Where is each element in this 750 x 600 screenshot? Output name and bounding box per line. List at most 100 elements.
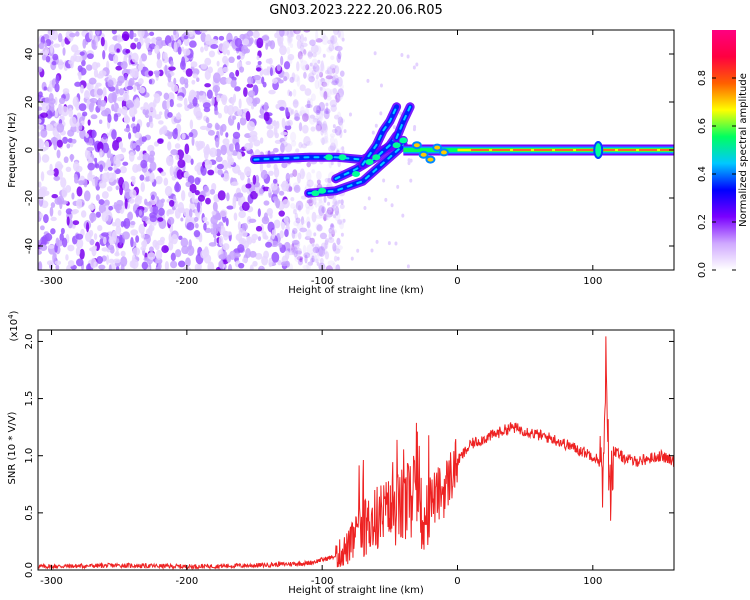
- spectrogram-noise-cell: [331, 80, 339, 86]
- spectrogram-noise-cell: [170, 60, 174, 67]
- spectrogram-noise-cell: [106, 158, 111, 168]
- spectrogram-noise-cell: [155, 36, 162, 41]
- spectrogram-noise-cell: [247, 76, 254, 85]
- spectrogram-noise-cell: [259, 161, 264, 173]
- spectrogram-noise-cell: [123, 128, 131, 133]
- spectrogram-noise-cell: [262, 186, 270, 192]
- spectrogram-noise-cell: [98, 264, 106, 270]
- spectrogram-noise-cell: [229, 143, 234, 152]
- spectrogram-noise-cell: [50, 228, 56, 235]
- spectrogram-noise-cell: [218, 235, 224, 247]
- spectrogram-noise-cell: [205, 197, 211, 205]
- spectrogram-noise-cell: [290, 203, 296, 209]
- spectrogram-noise-cell: [38, 131, 42, 137]
- spectrogram-noise-cell: [123, 217, 131, 229]
- spectrogram-noise-cell: [279, 230, 284, 239]
- spectrogram-noise-cell: [312, 64, 320, 72]
- spectrogram-noise-cell: [271, 78, 278, 84]
- spectrogram-noise-cell: [412, 127, 416, 132]
- spectrogram-noise-cell: [71, 192, 75, 200]
- spectrogram-noise-cell: [248, 137, 256, 143]
- spectrogram-y-tick-label: 20: [24, 96, 35, 109]
- spectrogram-noise-cell: [343, 129, 347, 134]
- spectrogram-noise-cell: [38, 118, 42, 124]
- spectrogram-noise-cell: [304, 107, 310, 119]
- spectrogram-noise-cell: [329, 144, 337, 150]
- spectrogram-noise-cell: [306, 100, 311, 109]
- spectrogram-noise-cell: [321, 206, 326, 214]
- spectrogram-noise-cell: [291, 240, 300, 245]
- spectrogram-noise-cell: [270, 182, 278, 191]
- spectrogram-noise-cell: [222, 66, 229, 73]
- spectrogram-noise-cell: [149, 246, 154, 253]
- spectrogram-noise-cell: [327, 201, 331, 206]
- spectrogram-noise-cell: [284, 120, 291, 126]
- spectrogram-noise-cell: [292, 99, 299, 105]
- spectrogram-noise-cell: [324, 88, 332, 98]
- spectrogram-noise-cell: [178, 260, 186, 268]
- spectrogram-noise-cell: [69, 32, 76, 38]
- spectrogram-noise-cell: [198, 93, 203, 103]
- spectrogram-noise-cell: [309, 67, 313, 73]
- spectrogram-noise-cell: [301, 170, 306, 177]
- spectrogram-noise-cell: [72, 96, 79, 108]
- spectrogram-noise-cell: [311, 169, 315, 174]
- spectrogram-noise-cell: [314, 201, 318, 208]
- spectrogram-noise-cell: [247, 177, 251, 186]
- spectrogram-noise-cell: [245, 110, 251, 122]
- spectrogram-noise-cell: [192, 73, 198, 79]
- spectrogram-noise-cell: [332, 198, 338, 207]
- spectrogram-y-tick-label: -40: [24, 238, 35, 254]
- spectrogram-noise-cell: [332, 75, 336, 83]
- spectrogram-noise-cell: [262, 231, 267, 240]
- spectrogram-noise-cell: [72, 220, 80, 226]
- spectrogram-noise-cell: [306, 262, 311, 270]
- spectrogram-noise-cell: [289, 43, 294, 48]
- spectrogram-noise-cell: [226, 104, 235, 116]
- spectrogram-noise-cell: [130, 259, 139, 270]
- spectrogram-noise-cell: [296, 256, 304, 261]
- spectrogram-noise-cell: [306, 97, 311, 104]
- spectrogram-noise-cell: [308, 114, 316, 125]
- spectrogram-noise-cell: [324, 177, 331, 183]
- spectrogram-noise-cell: [329, 228, 337, 234]
- spectrogram-noise-cell: [75, 238, 84, 249]
- spectrogram-noise-cell: [294, 112, 300, 122]
- spectrogram-noise-cell: [187, 175, 195, 185]
- spectrogram-noise-cell: [304, 88, 312, 96]
- spectrogram-peak-cell: [318, 187, 327, 194]
- spectrogram-noise-cell: [310, 44, 319, 54]
- spectrogram-noise-cell: [334, 248, 341, 254]
- spectrogram-noise-cell: [163, 92, 170, 100]
- spectrogram-noise-cell: [204, 34, 212, 46]
- spectrogram-noise-cell: [186, 222, 195, 231]
- spectrogram-noise-cell: [307, 50, 313, 59]
- spectrogram-noise-cell: [308, 204, 314, 210]
- spectrogram-noise-cell: [299, 84, 306, 92]
- spectrogram-noise-cell: [82, 38, 87, 49]
- spectrogram-noise-cell: [136, 41, 142, 50]
- colorbar-tick-label: 0.6: [697, 118, 708, 134]
- spectrogram-noise-cell: [128, 151, 135, 162]
- spectrogram-noise-cell: [280, 261, 289, 267]
- spectrogram-noise-cell: [316, 262, 320, 267]
- snr-ticks: -300 -200 -100 0 100 0.0 0.5 1.0 1.5 2.0: [24, 330, 674, 587]
- spectrogram-noise-cell: [336, 76, 343, 88]
- spectrogram-noise-cell: [319, 257, 324, 265]
- spectrogram-noise-cell: [169, 98, 174, 108]
- spectrogram-noise-cell: [45, 109, 53, 119]
- spectrogram-noise-cell: [52, 252, 57, 264]
- spectrogram-noise-cell: [341, 146, 345, 151]
- spectrogram-noise-cell: [320, 122, 326, 128]
- spectrogram-noise-cell: [332, 242, 337, 252]
- spectrogram-noise-cell: [116, 48, 120, 53]
- spectrogram-noise-cell: [234, 142, 240, 152]
- spectrogram-noise-cell: [252, 98, 258, 107]
- spectrogram-noise-cell: [334, 94, 340, 100]
- spectrogram-noise-cell: [76, 124, 80, 134]
- spectrogram-noise-cell: [120, 250, 126, 257]
- spectrogram-noise-cell: [289, 91, 293, 97]
- spectrogram-noise-cell: [315, 109, 321, 116]
- spectrogram-noise-cell: [279, 45, 287, 56]
- spectrogram-noise-cell: [100, 110, 109, 117]
